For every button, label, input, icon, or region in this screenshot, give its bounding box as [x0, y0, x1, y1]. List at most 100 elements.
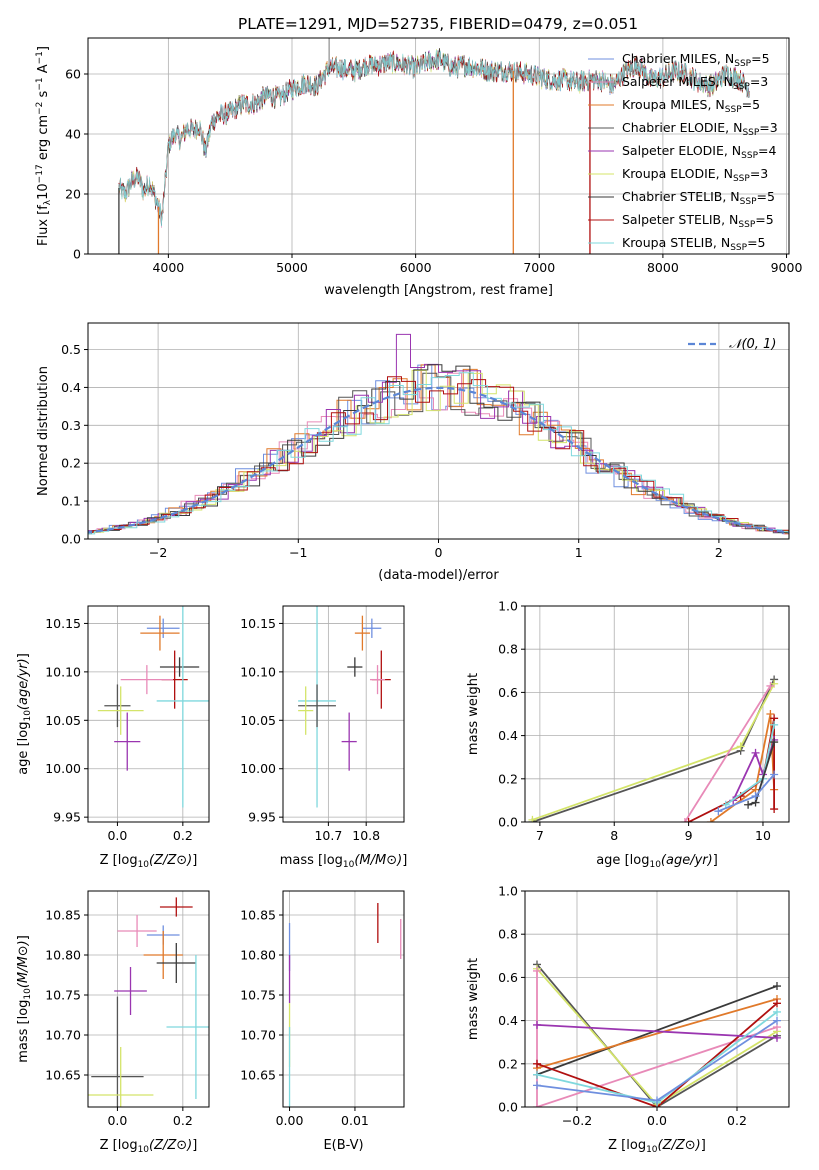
axes-frame — [282, 890, 405, 1108]
y-tick-label: 0 — [73, 247, 81, 262]
y-tick-label: 9.95 — [53, 810, 81, 825]
weight-marker — [533, 1103, 541, 1107]
x-axis-label-part: (age/yr) — [661, 853, 713, 868]
x-tick-label: 7000 — [523, 260, 555, 275]
weight-marker — [751, 792, 760, 801]
y-tick-label: 10.80 — [240, 948, 276, 963]
weight-marker — [706, 818, 715, 822]
x-tick-label: 1 — [575, 545, 583, 560]
y-tick-label: 0.6 — [498, 970, 518, 985]
y-tick-label: 10.80 — [45, 948, 81, 963]
weight-marker — [766, 710, 775, 718]
x-tick-label: 8000 — [647, 260, 679, 275]
y-axis-label-text-part: −1 — [35, 77, 45, 90]
legend-nssp: =5 — [757, 189, 775, 204]
legend-label: Kroupa STELIB, NSSP=5 — [622, 235, 766, 253]
x-tick-label: 0.00 — [276, 1113, 304, 1128]
y-tick-label: 0.1 — [61, 494, 81, 509]
legend-label: Kroupa MILES, NSSP=5 — [622, 97, 760, 115]
x-axis-label-part: age [log — [596, 853, 649, 868]
axes-frame — [87, 890, 210, 1108]
legend-nssp: =5 — [747, 235, 765, 250]
y-tick-label: 0.2 — [61, 456, 81, 471]
x-tick-label: 10.8 — [352, 828, 380, 843]
weight-marker — [773, 982, 781, 991]
x-tick-label: 0.0 — [107, 1113, 127, 1128]
y-axis-label-text-part: s — [36, 90, 51, 101]
y-axis-label: age [log10(age/yr)] — [16, 653, 33, 775]
x-tick-label: 0.0 — [107, 828, 127, 843]
x-tick-label: −1 — [289, 545, 307, 560]
y-tick-label: 0.2 — [498, 1056, 518, 1071]
legend-nssp: =3 — [750, 166, 768, 181]
x-tick-label: 10 — [755, 828, 771, 843]
x-axis-label: Z [log10(Z/Z⊙)] — [100, 853, 198, 870]
y-tick-label: 0.5 — [61, 342, 81, 357]
x-axis-label-part: Z [log — [100, 1138, 138, 1153]
y-axis-label-text-part: −2 — [35, 102, 45, 115]
weight-marker — [736, 742, 745, 751]
x-axis-label: E(B-V) — [323, 1138, 363, 1153]
legend-sub: SSP — [741, 151, 758, 161]
histogram-step — [88, 370, 789, 535]
chart-panel-7: −0.2 0.0 0.2 0.0 0.2 0.4 0.6 0.8 1.0 Z [log10(Z/Z… — [466, 884, 790, 1155]
y-axis-label-text-part: ] — [36, 46, 51, 51]
x-tick-label: 4000 — [152, 260, 184, 275]
x-axis-label: wavelength [Angstrom, rest frame] — [324, 283, 553, 298]
x-axis-label-part: 10 — [138, 860, 150, 870]
legend-label: 𝒩(0, 1) — [729, 337, 776, 352]
y-tick-label: 0.3 — [61, 418, 81, 433]
x-axis-label-part: Z [log — [100, 853, 138, 868]
chart-panel-3: 10.7 10.8 9.95 10.00 10.05 10.10 10.15 mass [lo… — [240, 605, 408, 870]
x-axis-label-part: (Z/Z⊙) — [658, 1138, 701, 1153]
y-axis-label-part: 10 — [23, 988, 33, 1000]
legend-nssp: =5 — [742, 97, 760, 112]
legend-sub: SSP — [734, 59, 751, 69]
x-axis-label-part: ] — [402, 853, 407, 868]
x-tick-label: 10.7 — [314, 828, 342, 843]
chart-panel-6: 0.00 0.01 10.65 10.70 10.75 10.80 10.85 E(B-V) — [240, 890, 405, 1153]
y-axis-label-part: mass [log — [16, 1000, 31, 1063]
x-tick-label: −0.2 — [562, 1113, 592, 1128]
y-axis-label-text-part: λ — [43, 199, 53, 205]
legend-sub: SSP — [730, 243, 747, 253]
y-tick-label: 0.8 — [498, 927, 518, 942]
chart-panel-0: 4000 5000 6000 7000 8000 9000 0 20 40 60 Chabrier … — [35, 37, 802, 298]
y-tick-label: 0.8 — [498, 642, 518, 657]
y-tick-label: 10.85 — [45, 908, 81, 923]
y-axis-label-text: Flux [fλ10−17 erg cm−2 s−1 A−1] — [35, 46, 53, 246]
y-tick-label: 0.4 — [61, 380, 81, 395]
x-tick-label: 8 — [610, 828, 618, 843]
weight-line — [536, 963, 778, 1107]
y-tick-label: 10.15 — [45, 616, 81, 631]
y-axis-label: Normed distribution — [36, 366, 51, 496]
weight-marker — [770, 770, 779, 779]
weight-marker — [770, 738, 779, 747]
y-tick-label: 40 — [65, 127, 81, 142]
weight-marker — [680, 818, 689, 822]
x-axis-label: (data-model)/error — [378, 568, 499, 583]
legend-sub: SSP — [733, 174, 750, 184]
y-tick-label: 10.75 — [240, 988, 276, 1003]
y-tick-label: 1.0 — [498, 599, 518, 614]
x-axis-label: mass [log10(M/M⊙)] — [280, 853, 408, 870]
weight-line — [536, 1024, 778, 1039]
y-axis-label-part: ] — [16, 935, 31, 940]
y-tick-label: 1.0 — [498, 884, 518, 899]
legend-series-name: Chabrier MILES, N — [622, 51, 734, 66]
histogram-step — [88, 333, 789, 535]
y-tick-label: 0.2 — [498, 771, 518, 786]
legend-sub: SSP — [742, 128, 759, 138]
chart-panel-1: −2 −1 0 1 2 0.0 0.1 0.2 0.3 0.4 0.5 𝒩(0, 1) (data-mo… — [36, 322, 790, 583]
normal-curve — [88, 386, 789, 534]
legend-label: Salpeter MILES, NSSP=3 — [622, 74, 768, 92]
x-tick-label: 5000 — [276, 260, 308, 275]
y-axis-label-part: (age/yr) — [16, 658, 31, 710]
weight-marker — [751, 748, 760, 757]
weight-marker — [528, 815, 537, 822]
y-axis-label-text-part: −17 — [35, 164, 45, 183]
spectrum-line — [118, 50, 750, 227]
y-tick-label: 60 — [65, 67, 81, 82]
